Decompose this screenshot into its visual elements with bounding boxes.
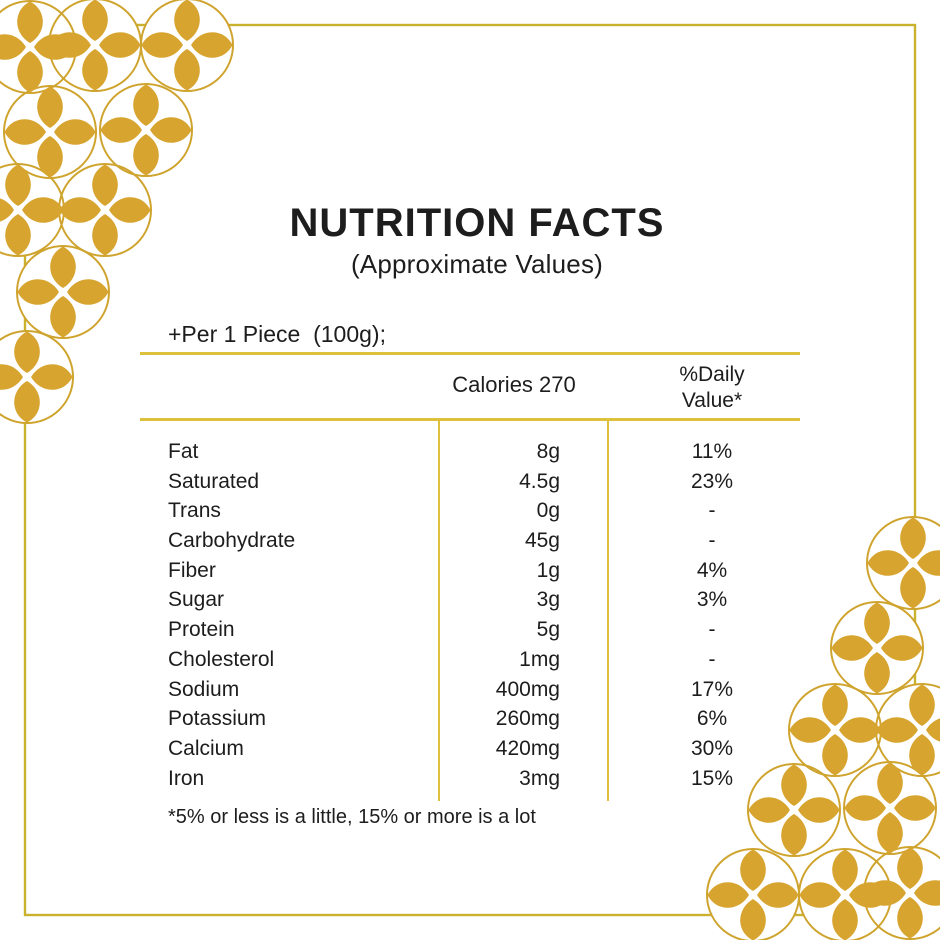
nutrient-row: Saturated 4.5g 23%: [140, 467, 800, 497]
nutrient-daily-value: -: [708, 647, 716, 671]
nutrient-label: Calcium: [168, 736, 244, 760]
daily-value-header: %Daily Value*: [679, 363, 745, 413]
nutrient-amount: 5g: [536, 618, 560, 642]
nutrient-amount: 45g: [524, 529, 560, 553]
nutrient-daily-value: 6%: [696, 707, 728, 731]
nutrient-amount: 3g: [536, 588, 560, 612]
page-subtitle: (Approximate Values): [350, 249, 604, 279]
nutrient-daily-value: 4%: [696, 558, 728, 582]
nutrient-row: Cholesterol 1mg -: [140, 645, 800, 675]
nutrient-label: Sugar: [168, 588, 225, 612]
nutrient-daily-value: 23%: [690, 469, 734, 493]
nutrient-label: Trans: [168, 499, 221, 523]
nutrient-row: Potassium 260mg 6%: [140, 704, 800, 734]
nutrient-label: Sodium: [168, 677, 240, 701]
nutrient-label: Fiber: [168, 558, 216, 582]
nutrient-daily-value: 11%: [691, 440, 733, 463]
page-border-frame: [23, 23, 917, 917]
nutrient-daily-value: -: [708, 499, 716, 523]
table-column-divider-right: [607, 421, 609, 801]
nutrient-label: Iron: [168, 766, 205, 790]
nutrient-label: Protein: [168, 618, 235, 642]
nutrient-label: Carbohydrate: [168, 529, 296, 553]
nutrient-daily-value: 17%: [690, 677, 734, 701]
table-column-divider-left: [438, 421, 440, 801]
nutrient-label: Cholesterol: [168, 647, 275, 671]
nutrient-amount: 3mg: [519, 766, 560, 790]
table-header-rule: [140, 418, 800, 421]
nutrient-row: Carbohydrate 45g -: [140, 526, 800, 556]
nutrition-rows: Fat 8g 11% Saturated 4.5g 23% Trans 0g - Carbohyd…: [140, 421, 800, 801]
table-top-rule: [140, 352, 800, 355]
nutrient-daily-value: 30%: [690, 736, 734, 760]
serving-size-line: +Per 1 Piece (100g);: [168, 321, 386, 347]
nutrient-row: Iron 3mg 15%: [140, 764, 800, 794]
nutrient-amount: 420mg: [495, 736, 560, 760]
nutrient-amount: 1mg: [519, 647, 560, 671]
nutrient-row: Fat 8g 11%: [140, 437, 800, 467]
nutrient-amount: 8g: [536, 440, 560, 463]
nutrient-amount: 4.5g: [519, 469, 560, 493]
nutrient-row: Calcium 420mg 30%: [140, 734, 800, 764]
nutrient-amount: 260mg: [495, 707, 560, 731]
nutrient-row: Protein 5g -: [140, 615, 800, 645]
nutrient-row: Sodium 400mg 17%: [140, 675, 800, 705]
nutrient-amount: 400mg: [495, 677, 560, 701]
nutrient-daily-value: 3%: [696, 588, 728, 612]
nutrient-label: Fat: [168, 440, 199, 463]
nutrient-label: Potassium: [168, 707, 267, 731]
nutrient-amount: 0g: [536, 499, 560, 523]
nutrient-row: Fiber 1g 4%: [140, 556, 800, 586]
nutrient-row: Trans 0g -: [140, 496, 800, 526]
nutrient-daily-value: -: [708, 618, 716, 642]
nutrient-row: Sugar 3g 3%: [140, 585, 800, 615]
nutrient-daily-value: 15%: [690, 766, 734, 790]
nutrient-daily-value: -: [708, 529, 716, 553]
calories-header: Calories 270: [452, 372, 576, 397]
nutrient-label: Saturated: [168, 469, 260, 493]
nutrient-amount: 1g: [536, 558, 560, 582]
daily-value-footnote: *5% or less is a little, 15% or more is …: [168, 806, 536, 828]
page-title: NUTRITION FACTS: [289, 201, 665, 245]
